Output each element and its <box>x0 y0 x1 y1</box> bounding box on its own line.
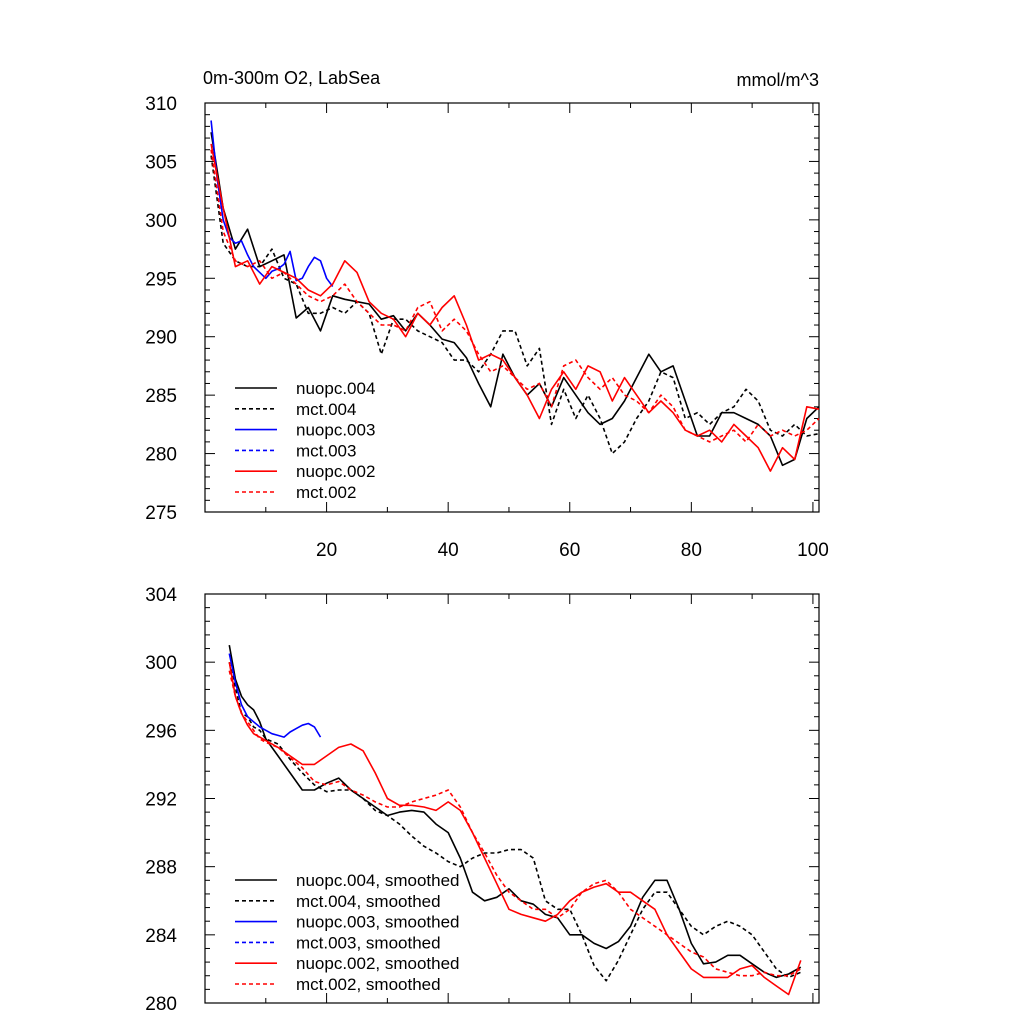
y-tick-label: 305 <box>145 152 177 173</box>
y-tick-label: 275 <box>145 503 177 524</box>
legend-label: mct.004, smoothed <box>296 892 441 911</box>
series-line-nuopc-003 <box>210 120 334 287</box>
series-line-mct-004-smoothed <box>228 662 802 982</box>
series-line-nuopc-002-smoothed <box>228 662 802 996</box>
y-tick-label: 304 <box>145 585 177 606</box>
legend-label: mct.002 <box>296 483 356 502</box>
y-tick-label: 300 <box>145 211 177 232</box>
y-tick-label: 310 <box>145 94 177 115</box>
plot-frame <box>204 102 820 513</box>
legend-label: nuopc.003 <box>296 421 375 440</box>
series-line-nuopc-004-smoothed <box>228 644 802 979</box>
legend-label: mct.003, smoothed <box>296 933 441 952</box>
x-tick-label: 80 <box>681 540 702 561</box>
y-tick-label: 290 <box>145 328 177 349</box>
series-line-nuopc-003-smoothed <box>228 653 322 738</box>
y-tick-label: 280 <box>145 994 177 1015</box>
x-tick-label: 40 <box>438 540 459 561</box>
series-line-mct-002-smoothed <box>228 670 802 977</box>
y-tick-label: 285 <box>145 386 177 407</box>
series-line-mct-002 <box>210 149 820 443</box>
legend-label: nuopc.002, smoothed <box>296 954 460 973</box>
y-tick-label: 280 <box>145 445 177 466</box>
chart-title-units: mmol/m^3 <box>737 70 819 90</box>
legend-label: nuopc.004 <box>296 379 375 398</box>
x-tick-label: 60 <box>559 540 580 561</box>
y-tick-label: 300 <box>145 653 177 674</box>
legend-label: nuopc.002 <box>296 462 375 481</box>
y-tick-label: 295 <box>145 269 177 290</box>
y-tick-label: 284 <box>145 926 177 947</box>
legend-label: mct.004 <box>296 400 356 419</box>
chart-title-left: 0m-300m O2, LabSea <box>203 68 381 88</box>
legend-label: nuopc.003, smoothed <box>296 913 460 932</box>
x-tick-label: 20 <box>316 540 337 561</box>
legend-label: nuopc.004, smoothed <box>296 871 460 890</box>
bottom-panel: 280 284 288 292 296 300 304 nuopc.004, smoothed… <box>145 585 820 1015</box>
y-tick-label: 292 <box>145 790 177 811</box>
y-tick-label: 296 <box>145 721 177 742</box>
top-panel: 275 280 285 290 295 300 305 310 20 40 60 80 100 nuopc… <box>145 94 828 561</box>
legend-label: mct.002, smoothed <box>296 975 441 994</box>
y-tick-label: 288 <box>145 858 177 879</box>
legend-label: mct.003 <box>296 441 356 460</box>
series-line-nuopc-002 <box>210 143 820 472</box>
x-tick-label: 100 <box>797 540 829 561</box>
